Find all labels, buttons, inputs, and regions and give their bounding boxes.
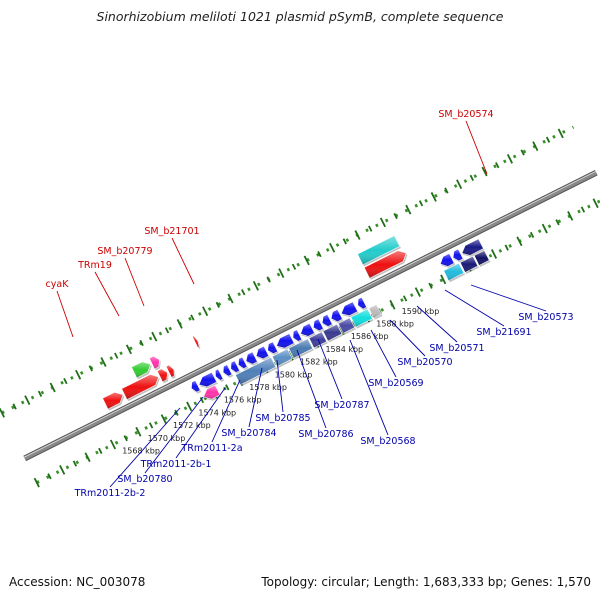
gene-labels: cyaK TRm19 SM_b20779 SM_b21701 SM_b20574 TRm2… [46, 109, 574, 499]
scale-tick-label: 1576 kbp [224, 396, 262, 405]
gene-label: SM_b20780 [117, 474, 172, 485]
scale-tick-label: 1578 kbp [249, 383, 287, 392]
map-title: Sinorhizobium meliloti 1021 plasmid pSym… [96, 9, 504, 24]
gene-label: TRm19 [77, 260, 112, 271]
scale-tick-label: 1586 kbp [351, 332, 389, 341]
gene-label: SM_b21691 [476, 327, 531, 338]
gene-label: TRm2011-2a [180, 443, 242, 454]
scale-tick-label: 1572 kbp [173, 421, 211, 430]
gene-label: TRm2011-2b-2 [74, 488, 146, 499]
scale-tick-label: 1582 kbp [300, 358, 338, 367]
sequence-backbone [23, 170, 598, 462]
scale-tick-label: 1580 kbp [275, 370, 313, 379]
gene-label: SM_b20570 [397, 357, 452, 368]
gene-label: SM_b20784 [221, 428, 276, 439]
scale-tick-label: 1568 kbp [122, 446, 160, 455]
gene-label: SM_b20779 [97, 246, 152, 257]
gene-label: SM_b20787 [314, 400, 369, 411]
scale-tick-label: 1570 kbp [148, 434, 186, 443]
gene-label: SM_b20785 [255, 413, 310, 424]
gene-features [102, 235, 491, 411]
scale-tick-label: 1588 kbp [376, 319, 414, 328]
scale-tick-label: 1584 kbp [325, 345, 363, 354]
gene-label: SM_b20569 [368, 378, 423, 389]
sequence-summary: Topology: circular; Length: 1,683,333 bp… [261, 575, 591, 589]
gene-label: SM_b20573 [518, 312, 573, 323]
scale-tick-label: 1590 kbp [402, 307, 440, 316]
gene-label: SM_b20568 [360, 436, 415, 447]
gene-label: SM_b20571 [429, 343, 484, 354]
gene-label: SM_b21701 [144, 226, 199, 237]
gene-label: SM_b20786 [298, 429, 353, 440]
gene-label: TRm2011-2b-1 [140, 459, 212, 470]
accession-text: Accession: NC_003078 [9, 575, 146, 589]
scale-tick-label: 1574 kbp [198, 408, 236, 417]
label-leader-lines [56, 120, 547, 488]
gene-label: SM_b20574 [438, 109, 493, 120]
gene-label: cyaK [46, 279, 70, 290]
